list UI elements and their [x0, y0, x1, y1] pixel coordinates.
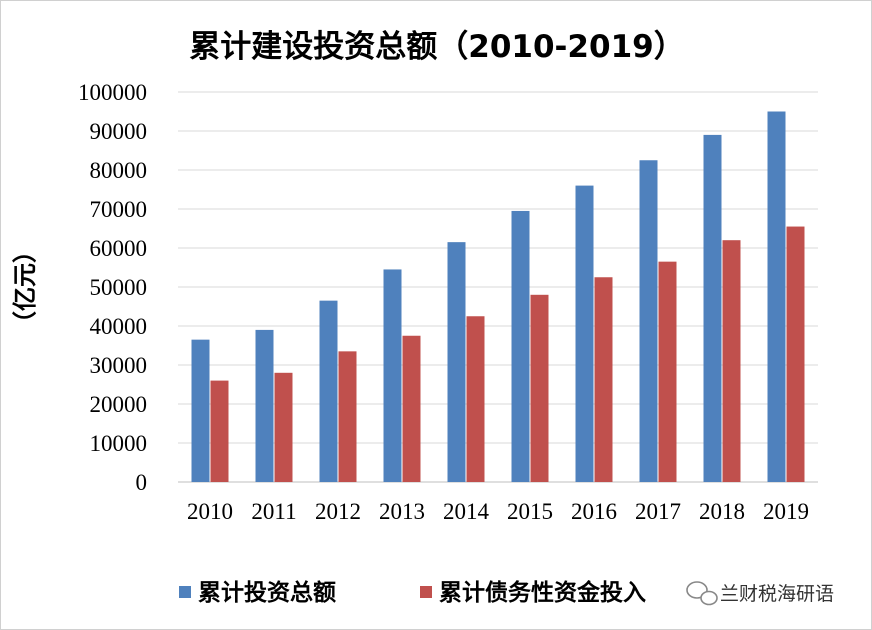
gridlines	[178, 91, 818, 483]
y-tick-label: 80000	[90, 158, 148, 183]
x-tick-label: 2011	[251, 499, 296, 524]
x-tick-label: 2017	[635, 499, 681, 524]
y-tick-label: 0	[136, 470, 148, 495]
bar-debt-funding	[530, 294, 549, 482]
y-tick-label: 20000	[90, 392, 148, 417]
y-axis-label: （亿元）	[11, 239, 39, 335]
legend-swatch	[420, 586, 432, 598]
bar-total-investment	[703, 134, 722, 482]
bar-debt-funding	[786, 226, 805, 482]
x-tick-label: 2018	[699, 499, 745, 524]
legend: 累计投资总额 累计债务性资金投入	[179, 579, 646, 606]
bar-total-investment	[319, 300, 338, 482]
y-tick-label: 60000	[90, 236, 148, 261]
legend-label: 累计投资总额	[198, 579, 336, 606]
legend-swatch	[179, 586, 191, 598]
watermark-text: 兰财税海研语	[720, 583, 834, 605]
y-tick-label: 100000	[78, 80, 147, 105]
bar-debt-funding	[210, 380, 229, 482]
bar-debt-funding	[402, 335, 421, 482]
bar-total-investment	[639, 160, 658, 482]
x-axis-ticks: 2010 2011 2012 2013 2014 2015 2016 2017 2018 2019	[187, 499, 809, 524]
bar-total-investment	[383, 269, 402, 482]
x-tick-label: 2012	[315, 499, 361, 524]
bar-debt-funding	[338, 351, 357, 482]
chart-title: 累计建设投资总额（2010-2019）	[189, 29, 684, 65]
bar-total-investment	[447, 242, 466, 482]
wechat-icon	[686, 581, 718, 606]
watermark: 兰财税海研语	[686, 581, 834, 606]
y-tick-label: 30000	[90, 353, 148, 378]
y-tick-label: 10000	[90, 431, 148, 456]
bar-debt-funding	[466, 316, 485, 482]
y-tick-label: 70000	[90, 197, 148, 222]
bar-debt-funding	[274, 372, 293, 482]
x-tick-label: 2013	[379, 499, 425, 524]
bars	[191, 111, 805, 482]
x-tick-label: 2015	[507, 499, 553, 524]
bar-total-investment	[255, 329, 274, 482]
y-tick-label: 50000	[90, 275, 148, 300]
y-tick-label: 90000	[90, 119, 148, 144]
x-tick-label: 2019	[763, 499, 809, 524]
y-tick-label: 40000	[90, 314, 148, 339]
x-tick-label: 2014	[443, 499, 490, 524]
x-tick-label: 2010	[187, 499, 233, 524]
bar-debt-funding	[722, 240, 741, 482]
y-axis-ticks: 0 10000 20000 30000 40000 50000 60000 70000 8000…	[78, 80, 147, 495]
bar-total-investment	[191, 339, 210, 482]
bar-debt-funding	[658, 261, 677, 482]
bar-total-investment	[575, 185, 594, 482]
bar-total-investment	[511, 210, 530, 482]
bar-total-investment	[767, 111, 786, 482]
legend-label: 累计债务性资金投入	[439, 579, 646, 606]
x-tick-label: 2016	[571, 499, 617, 524]
bar-debt-funding	[594, 277, 613, 482]
